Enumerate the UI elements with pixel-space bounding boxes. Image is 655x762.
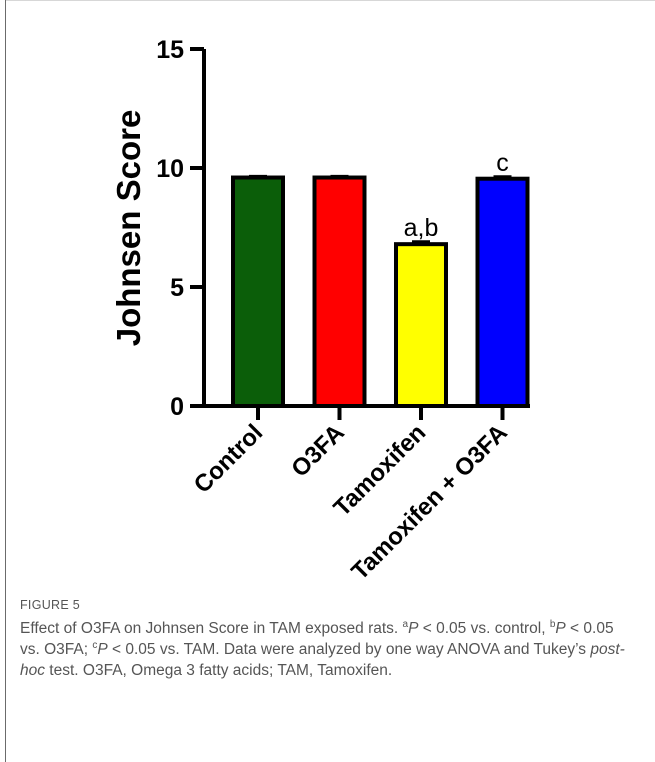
figure-caption-text: Effect of O3FA on Johnsen Score in TAM e… <box>20 618 635 681</box>
x-tick-label: O3FA <box>286 419 349 482</box>
caption-italic: P <box>97 641 108 658</box>
caption-span: test. O3FA, Omega 3 fatty acids; TAM, Ta… <box>45 662 393 679</box>
caption-span: Effect of O3FA on Johnsen Score in TAM e… <box>20 620 403 637</box>
bar-tamoxifen-o3fa <box>475 176 530 408</box>
significance-label: a,b <box>404 214 439 242</box>
figure-frame-top <box>5 0 655 1</box>
x-tick-label: Tamoxifen + O3FA <box>346 419 512 585</box>
y-tick-label: 15 <box>156 36 184 64</box>
bar-control <box>231 175 285 408</box>
y-tick-label: 0 <box>170 393 184 421</box>
figure-frame-left <box>5 0 6 762</box>
y-tick-label: 10 <box>156 155 184 183</box>
figure-caption: FIGURE 5 Effect of O3FA on Johnsen Score… <box>20 598 635 681</box>
caption-italic: P <box>408 620 419 637</box>
bar-tamoxifen <box>394 242 448 408</box>
y-axis: 0 5 10 15 <box>156 36 206 421</box>
y-axis-title: Johnsen Score <box>110 110 147 347</box>
bar-o3fa <box>312 175 367 408</box>
caption-superscript: a <box>402 618 409 630</box>
caption-italic: post-hoc <box>20 641 625 679</box>
significance-label: c <box>496 149 509 177</box>
caption-span: < 0.05 vs. O3FA; <box>20 620 614 658</box>
y-tick-label: 5 <box>170 274 184 302</box>
caption-span: < 0.05 vs. control, <box>418 620 550 637</box>
caption-superscript: b <box>549 618 556 630</box>
caption-span: < 0.05 vs. TAM. Data were analyzed by on… <box>107 641 591 658</box>
caption-superscript: c <box>92 639 98 651</box>
x-tick-label: Control <box>189 419 268 498</box>
caption-italic: P <box>555 620 566 637</box>
figure-label: FIGURE 5 <box>20 598 81 612</box>
